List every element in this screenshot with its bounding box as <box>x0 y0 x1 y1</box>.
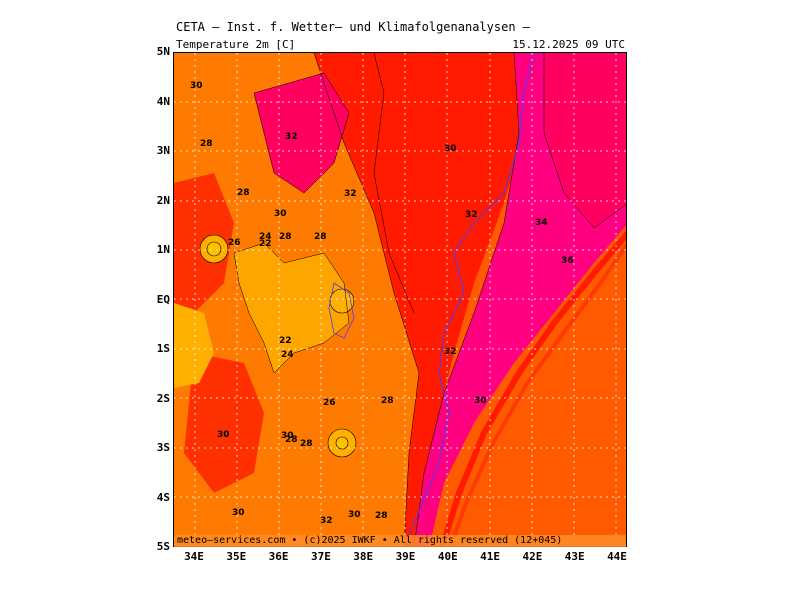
chart-title: CETA — Inst. f. Wetter— und Klimafolgena… <box>176 20 531 34</box>
region-southwest-red <box>184 353 264 493</box>
contour-label: 28 <box>300 439 313 449</box>
graticule <box>174 53 626 546</box>
contour-label: 30 <box>474 396 487 406</box>
lon-label: 41E <box>480 550 501 563</box>
contour-label: 30 <box>232 508 245 518</box>
contour-label: 28 <box>314 232 327 242</box>
region-north-pink <box>254 73 349 193</box>
lon-label: 42E <box>522 550 543 563</box>
contour-label: 28 <box>381 396 394 406</box>
contour-lines <box>233 53 626 546</box>
contour-label: 28 <box>279 232 292 242</box>
contour-label: 22 <box>279 336 292 346</box>
lat-label: 4N <box>156 94 170 108</box>
lon-label: 34E <box>184 550 204 563</box>
contour-label: 34 <box>535 218 548 228</box>
contour-label: 30 <box>348 510 361 520</box>
lon-label: 44E <box>607 550 627 563</box>
country-border <box>404 53 535 546</box>
lat-label: 5N <box>156 45 170 58</box>
contour-label: 30 <box>274 209 287 219</box>
lat-label: 2N <box>156 193 170 207</box>
lat-label: 3S <box>156 441 170 454</box>
lat-label: 4S <box>156 490 170 504</box>
contour-label: 28 <box>285 435 298 445</box>
cool-spot-south-core <box>335 436 349 450</box>
copyright-bar: meteo—services.com • (c)2025 IWKF • All … <box>174 535 626 547</box>
contour-label: 28 <box>200 139 213 149</box>
lon-label: 40E <box>437 550 458 563</box>
lat-label: EQ <box>156 292 170 306</box>
contour-label: 30 <box>190 81 203 91</box>
lat-label: 1N <box>156 243 170 256</box>
map-svg: 3028322830262422322830323436322830222426… <box>174 53 626 546</box>
region-southeast-stripe <box>439 231 626 546</box>
contour-label: 30 <box>444 144 457 154</box>
lat-label: 1S <box>156 342 170 355</box>
lat-label: 3N <box>156 144 170 157</box>
contour-label: 24 <box>281 350 294 360</box>
contour-label: 28 <box>237 188 250 198</box>
contour-label: 32 <box>320 516 333 526</box>
contour-label: 26 <box>323 398 336 408</box>
contour-label: 24 <box>259 232 272 242</box>
region-southeast-stripe-2 <box>448 242 626 546</box>
contour-label: 32 <box>285 132 298 142</box>
region-northeast-pink <box>544 53 626 228</box>
region-western-yellow <box>174 303 214 388</box>
subtitle-row: Temperature 2m [C] 15.12.2025 09 UTC <box>173 38 627 52</box>
region-central-red <box>314 53 534 546</box>
lon-label: 38E <box>353 550 374 563</box>
contour-label: 26 <box>228 238 241 248</box>
lon-label: 43E <box>564 550 585 563</box>
lon-label: 36E <box>268 550 289 563</box>
contour-label: 28 <box>375 511 388 521</box>
contour-label: 30 <box>281 431 294 441</box>
contour-labels: 3028322830262422322830323436322830222426… <box>190 81 574 526</box>
lat-label: 2S <box>156 391 170 405</box>
valid-time: 15.12.2025 09 UTC <box>512 38 625 51</box>
lon-label: 35E <box>226 550 247 563</box>
lon-label: 39E <box>395 550 416 563</box>
contour-label: 32 <box>344 189 357 199</box>
lake-outline <box>328 282 355 339</box>
cool-spot-west-core <box>206 241 222 257</box>
lat-label: 5S <box>156 540 170 553</box>
temperature-map: 30 28 32 28 30 26 24 22 32 28 30 32 34 36 32 28 30 22 24 26… <box>173 52 627 547</box>
lon-label: 37E <box>310 550 331 563</box>
contour-label: 32 <box>444 347 457 357</box>
contour-label: 32 <box>465 210 478 220</box>
variable-label: Temperature 2m [C] <box>176 38 296 51</box>
contour-label: 36 <box>561 256 574 266</box>
contour-label: 30 <box>217 430 230 440</box>
contour-label: 22 <box>259 239 272 249</box>
